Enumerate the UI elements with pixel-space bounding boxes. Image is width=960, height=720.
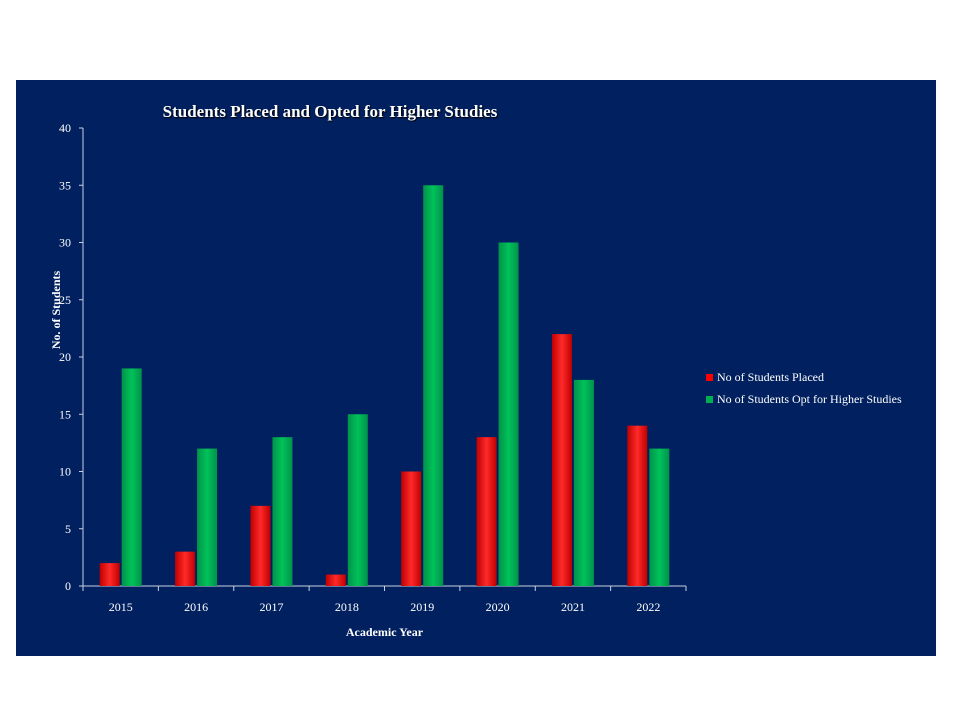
legend-label-higher-studies: No of Students Opt for Higher Studies xyxy=(717,391,902,406)
x-tick-label: 2020 xyxy=(486,600,510,614)
x-tick-label: 2022 xyxy=(636,600,660,614)
legend-item-higher-studies: No of Students Opt for Higher Studies xyxy=(706,388,902,410)
y-tick-label: 35 xyxy=(59,178,71,192)
legend-swatch-higher-studies xyxy=(706,395,713,403)
y-tick-label: 15 xyxy=(59,407,71,421)
bar-higher-studies xyxy=(121,368,142,586)
bar-higher-studies xyxy=(573,379,594,586)
x-tick-label: 2015 xyxy=(109,600,133,614)
legend-swatch-placed xyxy=(706,373,713,381)
bar-placed xyxy=(325,574,346,586)
y-tick-label: 5 xyxy=(65,522,71,536)
x-tick-label: 2019 xyxy=(410,600,434,614)
x-axis-title: Academic Year xyxy=(346,625,424,639)
bar-higher-studies xyxy=(272,437,293,586)
legend-item-placed: No of Students Placed xyxy=(706,366,902,388)
y-tick-label: 0 xyxy=(65,579,71,593)
y-tick-label: 10 xyxy=(59,465,71,479)
chart-title: Students Placed and Opted for Higher Stu… xyxy=(162,102,498,121)
bar-placed xyxy=(401,471,422,586)
bar-placed xyxy=(627,425,648,586)
legend-label-placed: No of Students Placed xyxy=(717,369,824,384)
bar-placed xyxy=(551,334,572,586)
bar-higher-studies xyxy=(197,448,218,586)
y-tick-label: 25 xyxy=(59,293,71,307)
bar-higher-studies xyxy=(347,414,368,586)
x-tick-label: 2021 xyxy=(561,600,585,614)
x-tick-label: 2018 xyxy=(335,600,359,614)
y-tick-label: 30 xyxy=(59,236,71,250)
bar-placed xyxy=(99,563,120,586)
bar-higher-studies xyxy=(498,242,519,586)
x-tick-label: 2016 xyxy=(184,600,208,614)
y-tick-label: 40 xyxy=(59,121,71,135)
bar-placed xyxy=(250,505,271,586)
bar-placed xyxy=(175,551,196,586)
legend: No of Students Placed No of Students Opt… xyxy=(706,366,902,410)
bar-higher-studies xyxy=(649,448,670,586)
y-axis-title: No. of Students xyxy=(49,271,63,350)
chart-panel xyxy=(16,80,936,656)
y-tick-label: 20 xyxy=(59,350,71,364)
bar-placed xyxy=(476,437,497,586)
bar-higher-studies xyxy=(423,185,444,586)
x-tick-label: 2017 xyxy=(259,600,283,614)
